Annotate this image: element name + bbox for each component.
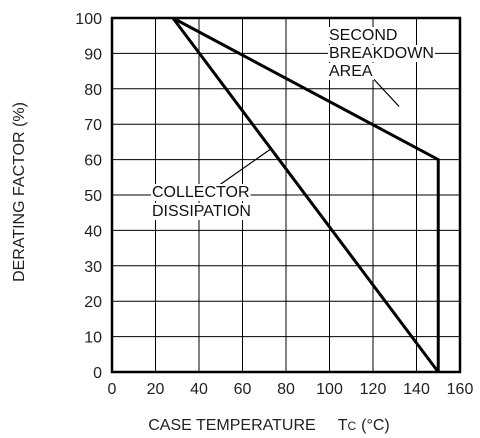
x-tick-label: 160	[447, 381, 474, 398]
x-tick-label: 140	[403, 381, 430, 398]
y-tick-label: 70	[84, 117, 102, 134]
annotation-background	[328, 45, 435, 62]
y-axis-label: DERATING FACTOR (%)	[11, 102, 28, 282]
annotation-text-1: SECOND	[329, 27, 397, 44]
y-tick-label: 20	[84, 294, 102, 311]
y-tick-label: 0	[93, 365, 102, 382]
annotation-text-1: BREAKDOWN	[329, 45, 434, 62]
series-lines	[171, 16, 440, 373]
annotation-background	[328, 27, 399, 44]
annotation-text-1: AREA	[329, 63, 373, 80]
x-tick-label: 20	[147, 381, 165, 398]
annotation-background	[151, 203, 252, 220]
y-tick-label: 100	[75, 11, 102, 28]
x-tick-label: 80	[277, 381, 295, 398]
annotation-leader-2	[217, 148, 272, 187]
y-tick-label: 80	[84, 82, 102, 99]
y-tick-label: 30	[84, 259, 102, 276]
y-tick-label: 50	[84, 188, 102, 205]
y-tick-label: 10	[84, 330, 102, 347]
series-line-2	[172, 16, 440, 372]
plot-frame	[110, 16, 462, 374]
x-tick-label: 0	[108, 381, 117, 398]
x-axis-label: CASE TEMPERATURE TC (°C)	[148, 417, 390, 434]
x-axis-unit: (°C)	[361, 417, 390, 434]
x-tick-label: 100	[316, 381, 343, 398]
annotation-background	[328, 63, 374, 80]
y-tick-label: 90	[84, 46, 102, 63]
series-line-1	[171, 17, 440, 373]
x-axis-symbol-subscript: C	[347, 419, 356, 433]
x-tick-label: 60	[234, 381, 252, 398]
y-tick-label: 60	[84, 153, 102, 170]
annotation-background	[151, 184, 251, 201]
x-axis-label-text: CASE TEMPERATURE	[148, 417, 315, 434]
tick-labels: 0 20 40 60 80 100 120 140 160 0 10 20 30 40 50 60 70 80 90…	[75, 11, 473, 398]
annotation-text-2: COLLECTOR	[152, 184, 250, 201]
y-tick-label: 40	[84, 223, 102, 240]
x-tick-label: 120	[360, 381, 387, 398]
x-axis-symbol: T	[338, 417, 348, 434]
annotation-text-2: DISSIPATION	[152, 203, 251, 220]
x-tick-label: 40	[190, 381, 208, 398]
